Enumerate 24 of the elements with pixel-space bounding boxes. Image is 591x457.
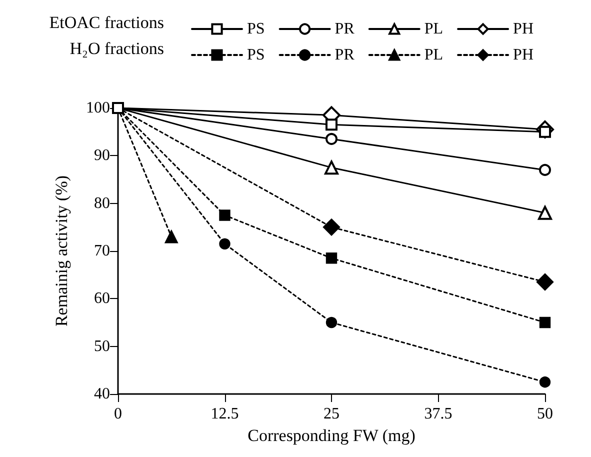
x-tick-label: 37.5 (424, 406, 452, 422)
y-tick-label: 40 (94, 386, 110, 402)
x-tick-label: 12.5 (210, 406, 239, 422)
legend-label: PL (424, 46, 444, 64)
y-tick-label: 80 (94, 194, 110, 212)
y-tick-label: 100 (86, 100, 110, 116)
x-tick-label: 25 (324, 406, 340, 422)
text: EtOAC fractions (49, 13, 164, 32)
legend-label: PH (513, 20, 534, 38)
legend-label: PH (513, 46, 534, 64)
y-tick-label: 60 (94, 290, 110, 308)
y-axis-title: Remainig activity (%) (52, 175, 71, 327)
x-tick-label: 50 (537, 406, 553, 422)
legend-label: PR (334, 20, 355, 38)
y-tick-label: 50 (94, 338, 110, 355)
y-tick-label: 70 (94, 242, 110, 260)
x-tick-label: 0 (114, 406, 122, 422)
text: H₂O fractions (70, 39, 164, 58)
legend-label: PL (424, 20, 444, 38)
y-tick-label: 90 (94, 147, 110, 164)
legend-label: PS (247, 20, 265, 38)
x-axis-title: Corresponding FW (mg) (248, 426, 416, 445)
legend-label: PS (247, 46, 265, 64)
legend-label: PR (334, 46, 355, 64)
